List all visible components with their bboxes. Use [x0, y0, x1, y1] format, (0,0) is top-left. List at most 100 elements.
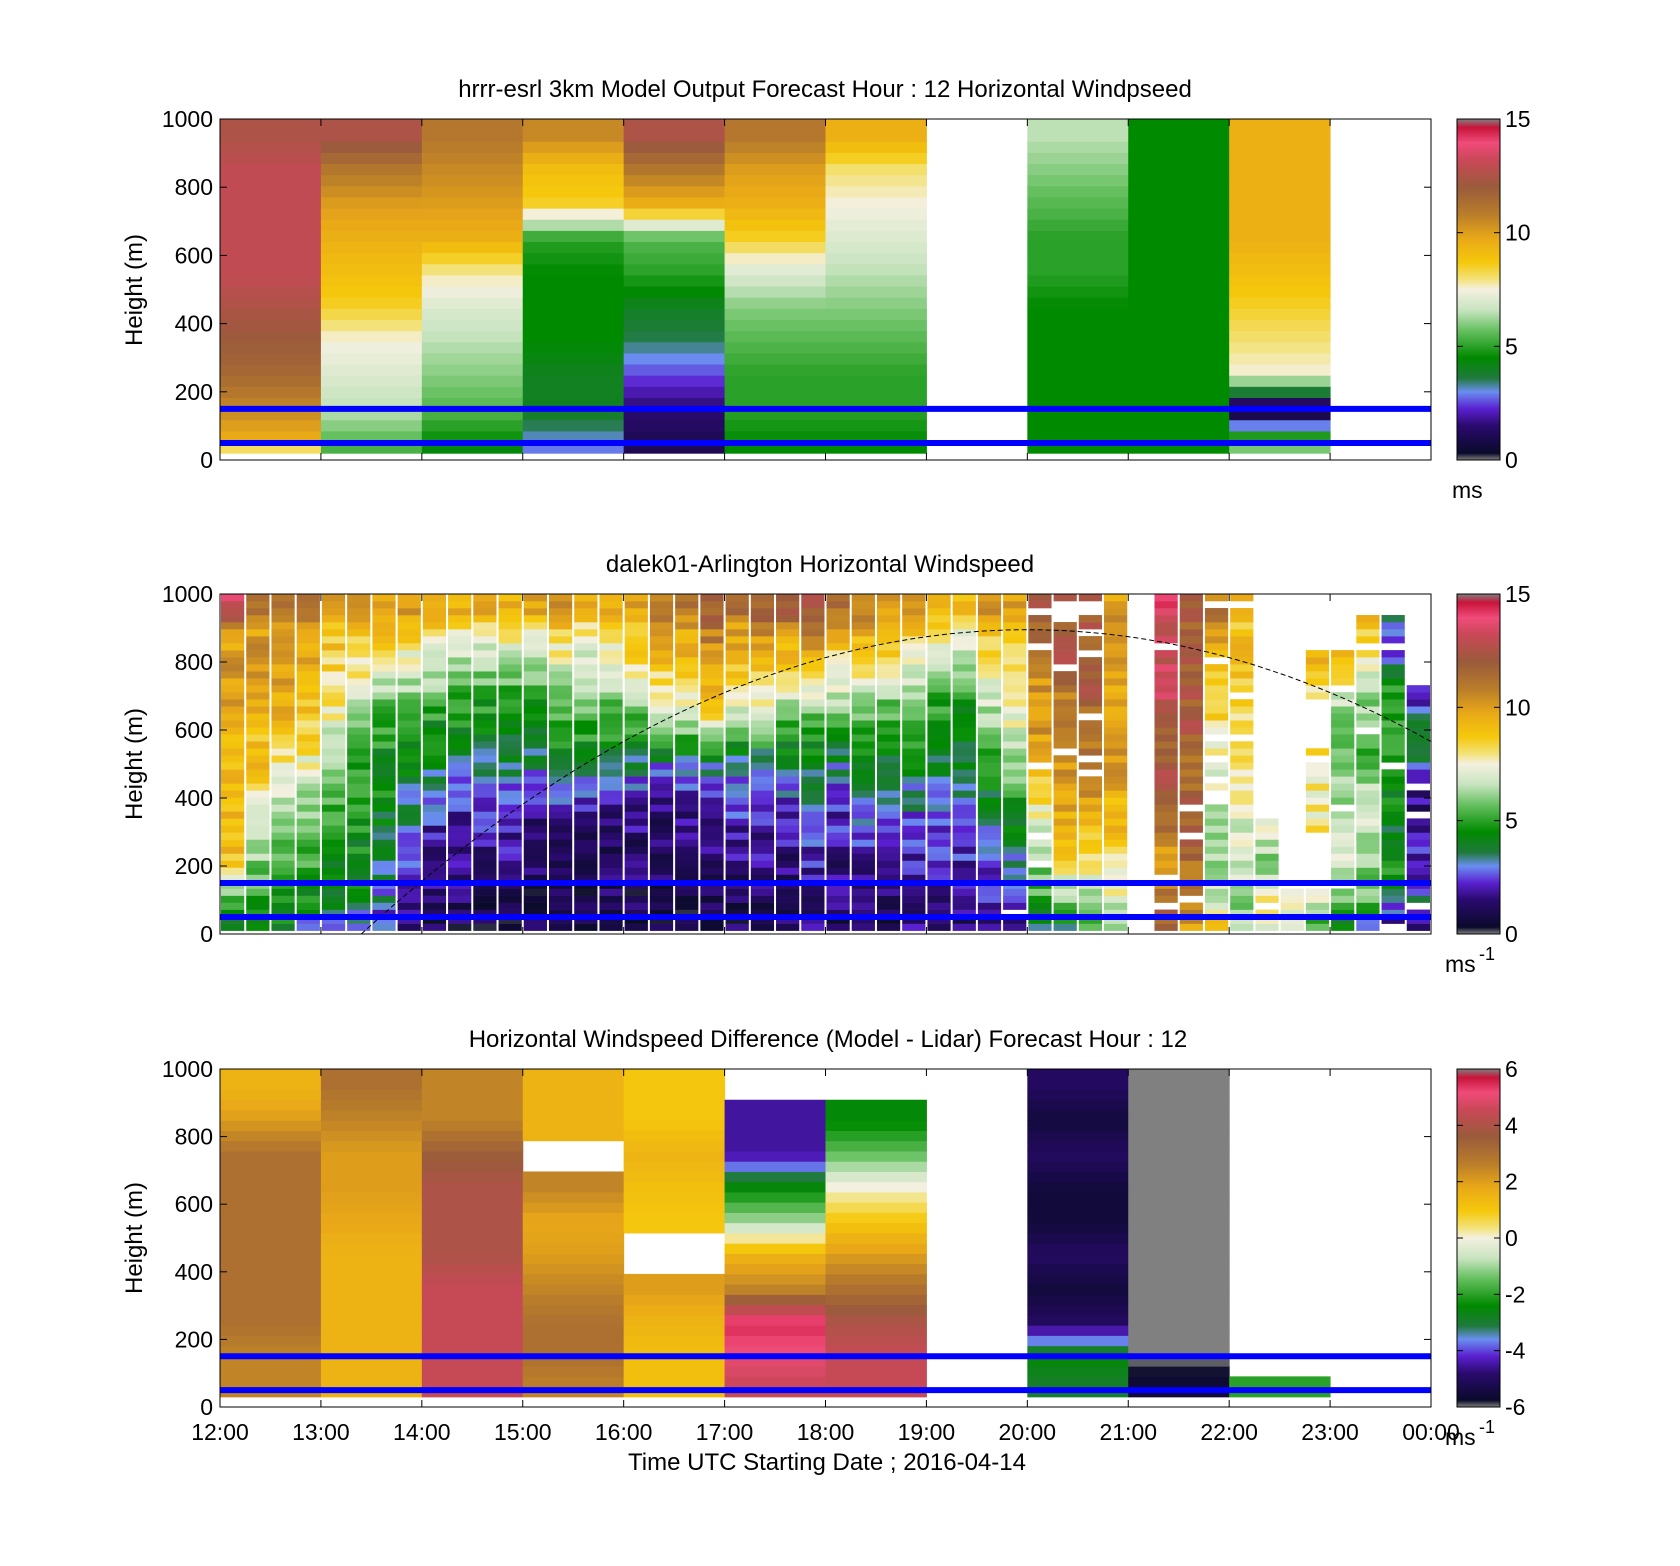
heat-cell: [1027, 1273, 1129, 1285]
heat-cell: [649, 790, 674, 798]
heat-cell: [675, 874, 699, 882]
y-tick-label: 800: [175, 649, 213, 675]
heat-cell: [548, 867, 573, 875]
heat-cell: [1104, 727, 1128, 735]
heat-cell: [271, 650, 295, 658]
heat-cell: [1028, 818, 1052, 826]
heat-cell: [221, 839, 245, 847]
heat-cell: [826, 692, 850, 700]
heat-cell: [1104, 601, 1128, 609]
heat-cell: [1128, 1232, 1230, 1244]
heat-cell: [851, 797, 875, 805]
heat-cell: [1331, 846, 1355, 854]
heat-cell: [1229, 408, 1331, 421]
heat-cell: [902, 734, 926, 742]
heat-cell: [320, 263, 423, 276]
heat-cell: [1179, 615, 1203, 623]
heat-cell: [1331, 741, 1355, 749]
heat-cell: [1230, 916, 1254, 924]
heat-cell: [347, 594, 371, 602]
heat-cell: [825, 1284, 927, 1295]
heat-cell: [246, 706, 270, 714]
heat-cell: [724, 1273, 826, 1285]
heat-cell: [448, 797, 472, 805]
heat-cell: [548, 678, 573, 686]
heat-cell: [724, 185, 826, 198]
heat-cell: [1230, 769, 1254, 777]
y-tick-label: 200: [175, 853, 213, 879]
heat-cell: [624, 601, 648, 609]
heat-cell: [876, 685, 901, 693]
heat-cell: [1179, 923, 1203, 931]
heat-cell: [876, 860, 901, 868]
heat-cell: [1003, 664, 1027, 672]
heat-cell: [1356, 832, 1380, 840]
heat-cell: [574, 853, 598, 861]
heat-cell: [1128, 408, 1230, 421]
heat-cell: [321, 720, 346, 728]
heat-cell: [801, 818, 825, 826]
heat-cell: [246, 916, 270, 924]
heat-cell: [220, 1314, 322, 1326]
heat-cell: [522, 397, 625, 410]
heat-cell: [1255, 846, 1279, 854]
heat-cell: [1179, 860, 1203, 868]
heat-cell: [1154, 636, 1178, 644]
colorbar-tick-label: -6: [1505, 1394, 1525, 1420]
heat-cell: [1305, 811, 1330, 819]
heat-cell: [1003, 727, 1027, 735]
heat-cell: [320, 230, 423, 243]
heat-cell: [1128, 130, 1230, 142]
heat-cell: [826, 895, 850, 903]
heat-cell: [1027, 119, 1129, 131]
heat-cell: [1104, 797, 1128, 805]
heat-cell: [649, 797, 674, 805]
heat-cell: [649, 839, 674, 847]
heat-cell: [220, 319, 322, 332]
heat-cell: [372, 839, 396, 847]
heat-cell: [902, 636, 926, 644]
heat-cell: [851, 909, 875, 917]
heat-cell: [825, 252, 927, 265]
panel-lidar-ylabel: Height (m): [121, 708, 148, 820]
heat-cell: [1104, 685, 1128, 693]
heat-cell: [825, 1191, 927, 1203]
heat-cell: [372, 671, 396, 679]
heat-cell: [1381, 811, 1405, 819]
heat-cell: [599, 797, 623, 805]
heat-cell: [522, 1191, 625, 1203]
heat-cell: [623, 119, 726, 131]
heat-cell: [271, 790, 295, 798]
heat-cell: [851, 727, 875, 735]
heat-cell: [221, 923, 245, 931]
heat-cell: [1305, 685, 1330, 693]
heat-cell: [750, 811, 775, 819]
heat-cell: [977, 643, 1002, 651]
heat-cell: [623, 1089, 726, 1101]
heat-cell: [1154, 727, 1178, 735]
heat-cell: [1027, 375, 1129, 387]
heat-cell: [1104, 902, 1128, 910]
heat-cell: [624, 783, 648, 791]
heat-cell: [220, 1099, 322, 1111]
heat-cell: [372, 615, 396, 623]
heat-cell: [473, 853, 497, 861]
heat-cell: [498, 916, 522, 924]
heat-cell: [675, 699, 699, 707]
heat-cell: [1255, 916, 1279, 924]
heat-cell: [421, 1130, 524, 1142]
heat-cell: [320, 386, 423, 398]
heat-cell: [1027, 163, 1129, 176]
heat-cell: [649, 601, 674, 609]
heat-cell: [320, 196, 423, 209]
heat-cell: [448, 832, 472, 840]
heat-cell: [271, 818, 295, 826]
heat-cell: [776, 755, 800, 763]
heat-cell: [1028, 874, 1052, 882]
heat-cell: [1078, 874, 1103, 882]
heat-cell: [397, 615, 421, 623]
heat-cell: [675, 916, 699, 924]
colorbar-tick-label: 0: [1505, 447, 1518, 473]
heat-cell: [1104, 783, 1128, 791]
